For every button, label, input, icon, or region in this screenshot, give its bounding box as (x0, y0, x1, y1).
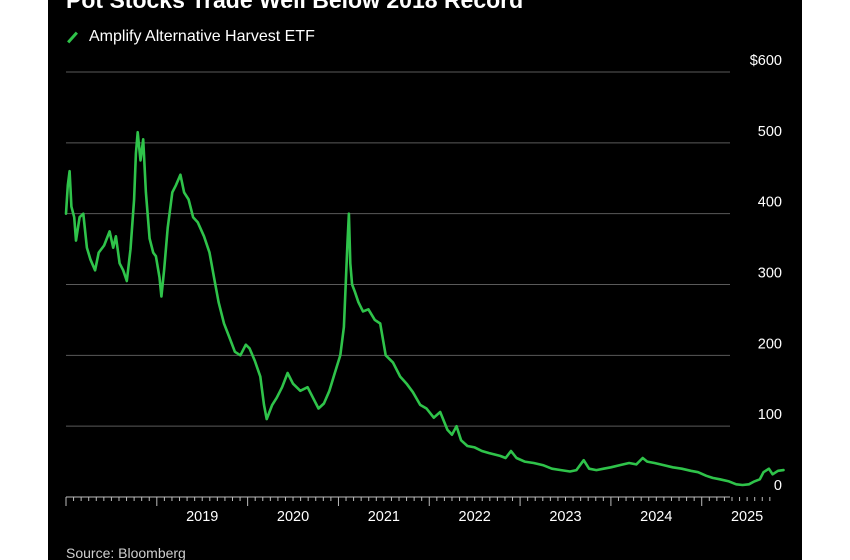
x-tick-label-2022: 2022 (459, 509, 491, 525)
series-line-0 (64, 130, 785, 487)
chart-legend: Amplify Alternative Harvest ETF (66, 28, 315, 46)
x-axis (65, 496, 771, 506)
x-tick-label-2019: 2019 (186, 509, 218, 525)
line-chart: 0 100 200 300 400 500 $600 2019 2020 2021 2022 202… (64, 53, 785, 525)
y-tick-label-200: 200 (758, 336, 782, 352)
source-note: Source: Bloomberg (66, 545, 186, 560)
x-tick-label-2024: 2024 (640, 509, 672, 525)
grid-lines (66, 71, 730, 427)
x-tick-label-2025: 2025 (731, 509, 763, 525)
y-tick-label-600: $600 (750, 53, 782, 69)
x-tick-label-2023: 2023 (549, 509, 581, 525)
y-tick-label-300: 300 (758, 266, 782, 282)
y-tick-label-500: 500 (758, 124, 782, 140)
series-layer (64, 130, 785, 487)
y-axis-tick-labels: 0 100 200 300 400 500 $600 (750, 53, 782, 494)
x-axis-tick-labels: 2019 2020 2021 2022 2023 2024 2025 (186, 509, 763, 525)
y-tick-label-400: 400 (758, 195, 782, 211)
y-tick-label-100: 100 (758, 407, 782, 423)
legend-label: Amplify Alternative Harvest ETF (89, 28, 315, 45)
chart-panel: Pot Stocks Trade Well Below 2018 Record … (48, 0, 802, 560)
chart-title: Pot Stocks Trade Well Below 2018 Record (66, 0, 524, 13)
y-tick-label-0: 0 (774, 478, 782, 494)
x-tick-label-2020: 2020 (277, 509, 309, 525)
x-tick-label-2021: 2021 (368, 509, 400, 525)
